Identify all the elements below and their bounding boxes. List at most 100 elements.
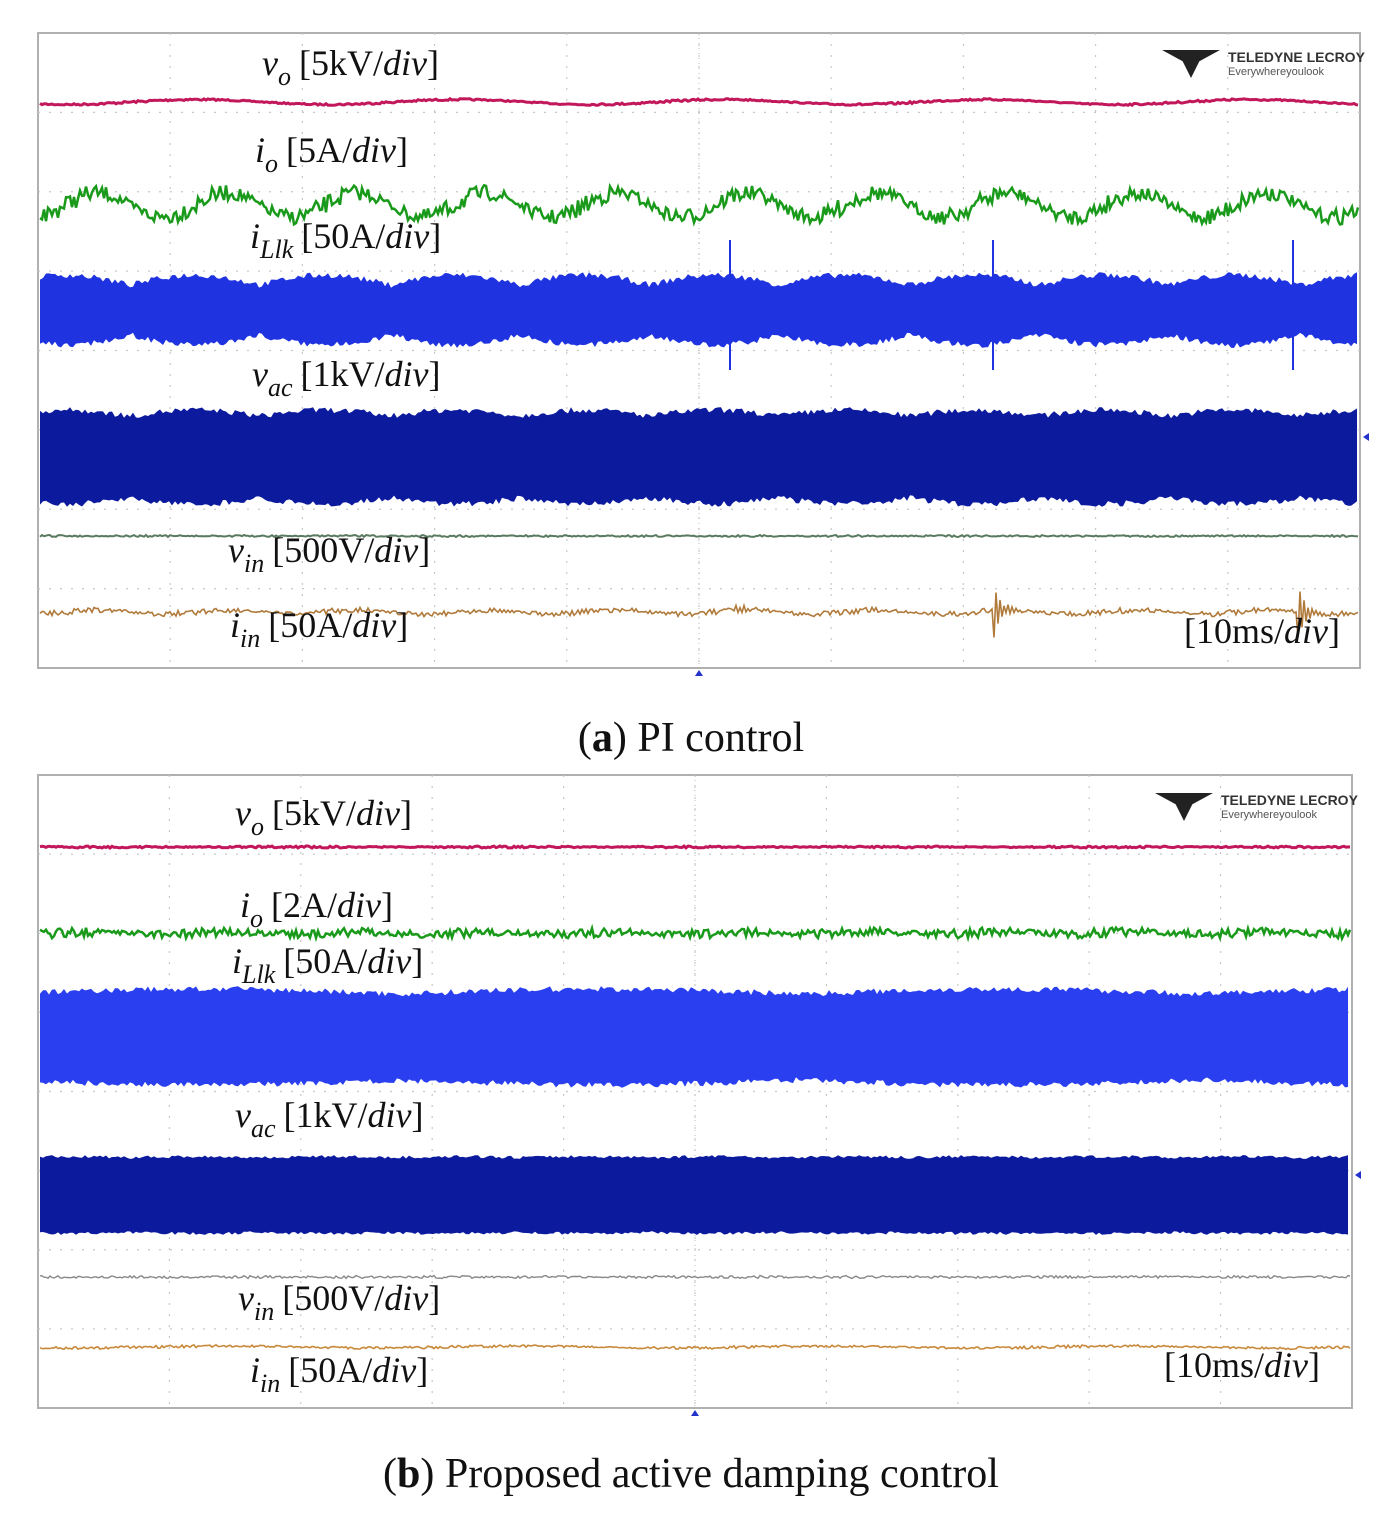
- label-subscript: o: [250, 904, 263, 933]
- label-close: ]: [411, 941, 423, 981]
- trace-label: vo [5kV/div]: [262, 43, 439, 91]
- waveform-band: [40, 1155, 1348, 1235]
- scope-panel: vo [5kV/div]io [2A/div]iLlk [50A/div]vac [1k…: [37, 774, 1361, 1497]
- label-scale: [5kV/: [299, 43, 383, 83]
- label-subscript: Llk: [259, 235, 294, 264]
- caption-text: ) Proposed active damping control: [420, 1451, 999, 1497]
- waveform: [39, 533, 1359, 539]
- level-marker: [1363, 433, 1369, 441]
- trace-label: vac [1kV/div]: [252, 354, 441, 402]
- caption-open: (: [578, 715, 592, 761]
- label-subscript: ac: [268, 373, 293, 402]
- label-scale: [5A/: [286, 130, 352, 170]
- timebase: [10ms/div]: [1184, 611, 1340, 651]
- label-subscript: o: [278, 62, 291, 91]
- waveform-band: [40, 986, 1348, 1088]
- label-close: ]: [396, 605, 408, 645]
- label-unit: div: [374, 530, 418, 570]
- label-unit: div: [368, 1095, 412, 1135]
- label-scale: [50A/: [283, 941, 367, 981]
- label-close: ]: [416, 1350, 428, 1390]
- trace-label: iLlk [50A/div]: [250, 216, 441, 264]
- label-scale: [1kV/: [301, 354, 385, 394]
- label-unit: div: [356, 793, 400, 833]
- label-unit: div: [384, 1278, 428, 1318]
- waveform: [39, 96, 1359, 108]
- label-scale: [500V/: [272, 530, 374, 570]
- label-symbol: v: [228, 530, 244, 570]
- label-scale: [1kV/: [284, 1095, 368, 1135]
- label-scale: [5kV/: [272, 793, 356, 833]
- label-subscript: in: [260, 1369, 280, 1398]
- label-subscript: in: [240, 624, 260, 653]
- label-symbol: i: [255, 130, 265, 170]
- trigger-marker: [695, 670, 703, 676]
- label-scale: [2A/: [271, 885, 337, 925]
- label-unit: div: [383, 43, 427, 83]
- label-unit: div: [372, 1350, 416, 1390]
- label-subscript: o: [251, 812, 264, 841]
- trace-label: iin [50A/div]: [230, 605, 408, 653]
- label-subscript: in: [254, 1297, 274, 1326]
- label-unit: div: [352, 130, 396, 170]
- caption: (b) Proposed active damping control: [383, 1451, 999, 1497]
- label-close: ]: [412, 1095, 424, 1135]
- trigger-marker: [691, 1410, 699, 1416]
- label-subscript: Llk: [241, 960, 276, 989]
- waveform: [39, 591, 1359, 638]
- trace-label: vac [1kV/div]: [235, 1095, 424, 1143]
- label-symbol: v: [262, 43, 278, 83]
- waveform: [39, 182, 1360, 228]
- timebase-close: ]: [1328, 611, 1340, 651]
- label-subscript: in: [244, 549, 264, 578]
- caption-text: ) PI control: [613, 715, 804, 761]
- label-symbol: v: [238, 1278, 254, 1318]
- waveform-band: [40, 272, 1357, 348]
- label-close: ]: [429, 216, 441, 256]
- label-scale: [50A/: [288, 1350, 372, 1390]
- waveform: [40, 1274, 1351, 1280]
- label-unit: div: [385, 216, 429, 256]
- label-close: ]: [400, 793, 412, 833]
- label-symbol: i: [240, 885, 250, 925]
- timebase: [10ms/div]: [1164, 1345, 1320, 1385]
- level-marker: [1355, 1171, 1361, 1179]
- label-symbol: i: [232, 941, 242, 981]
- timebase-scale: [10ms/: [1164, 1345, 1264, 1385]
- label-scale: [500V/: [282, 1278, 384, 1318]
- trace-label: iin [50A/div]: [250, 1350, 428, 1398]
- timebase-unit: div: [1284, 611, 1328, 651]
- caption-letter: a: [592, 715, 613, 761]
- label-symbol: v: [235, 793, 251, 833]
- logo-tagline: Everywhereyoulook: [1221, 809, 1317, 821]
- label-scale: [50A/: [301, 216, 385, 256]
- label-close: ]: [427, 43, 439, 83]
- scope-frame: [37, 774, 1353, 1409]
- label-unit: div: [352, 605, 396, 645]
- trace-label: vo [5kV/div]: [235, 793, 412, 841]
- trace-label: vin [500V/div]: [228, 530, 430, 578]
- label-symbol: i: [250, 216, 260, 256]
- caption: (a) PI control: [578, 715, 804, 761]
- caption-open: (: [383, 1451, 397, 1497]
- label-unit: div: [385, 354, 429, 394]
- logo-brand: TELEDYNE LECROY: [1221, 792, 1359, 808]
- logo-icon: [1155, 793, 1213, 821]
- label-subscript: ac: [251, 1114, 276, 1143]
- label-close: ]: [429, 354, 441, 394]
- label-close: ]: [418, 530, 430, 570]
- logo-tagline: Everywhereyoulook: [1228, 66, 1324, 78]
- label-symbol: i: [250, 1350, 260, 1390]
- label-unit: div: [337, 885, 381, 925]
- waveform: [39, 1343, 1351, 1351]
- timebase-close: ]: [1308, 1345, 1320, 1385]
- label-close: ]: [396, 130, 408, 170]
- caption-letter: b: [397, 1451, 420, 1497]
- logo-brand: TELEDYNE LECROY: [1228, 49, 1366, 65]
- waveform: [39, 844, 1351, 850]
- waveform-band: [40, 407, 1357, 507]
- scope-panel: vo [5kV/div]io [5A/div]iLlk [50A/div]vac [1k…: [37, 32, 1369, 761]
- trace-label: io [5A/div]: [255, 130, 408, 178]
- label-symbol: i: [230, 605, 240, 645]
